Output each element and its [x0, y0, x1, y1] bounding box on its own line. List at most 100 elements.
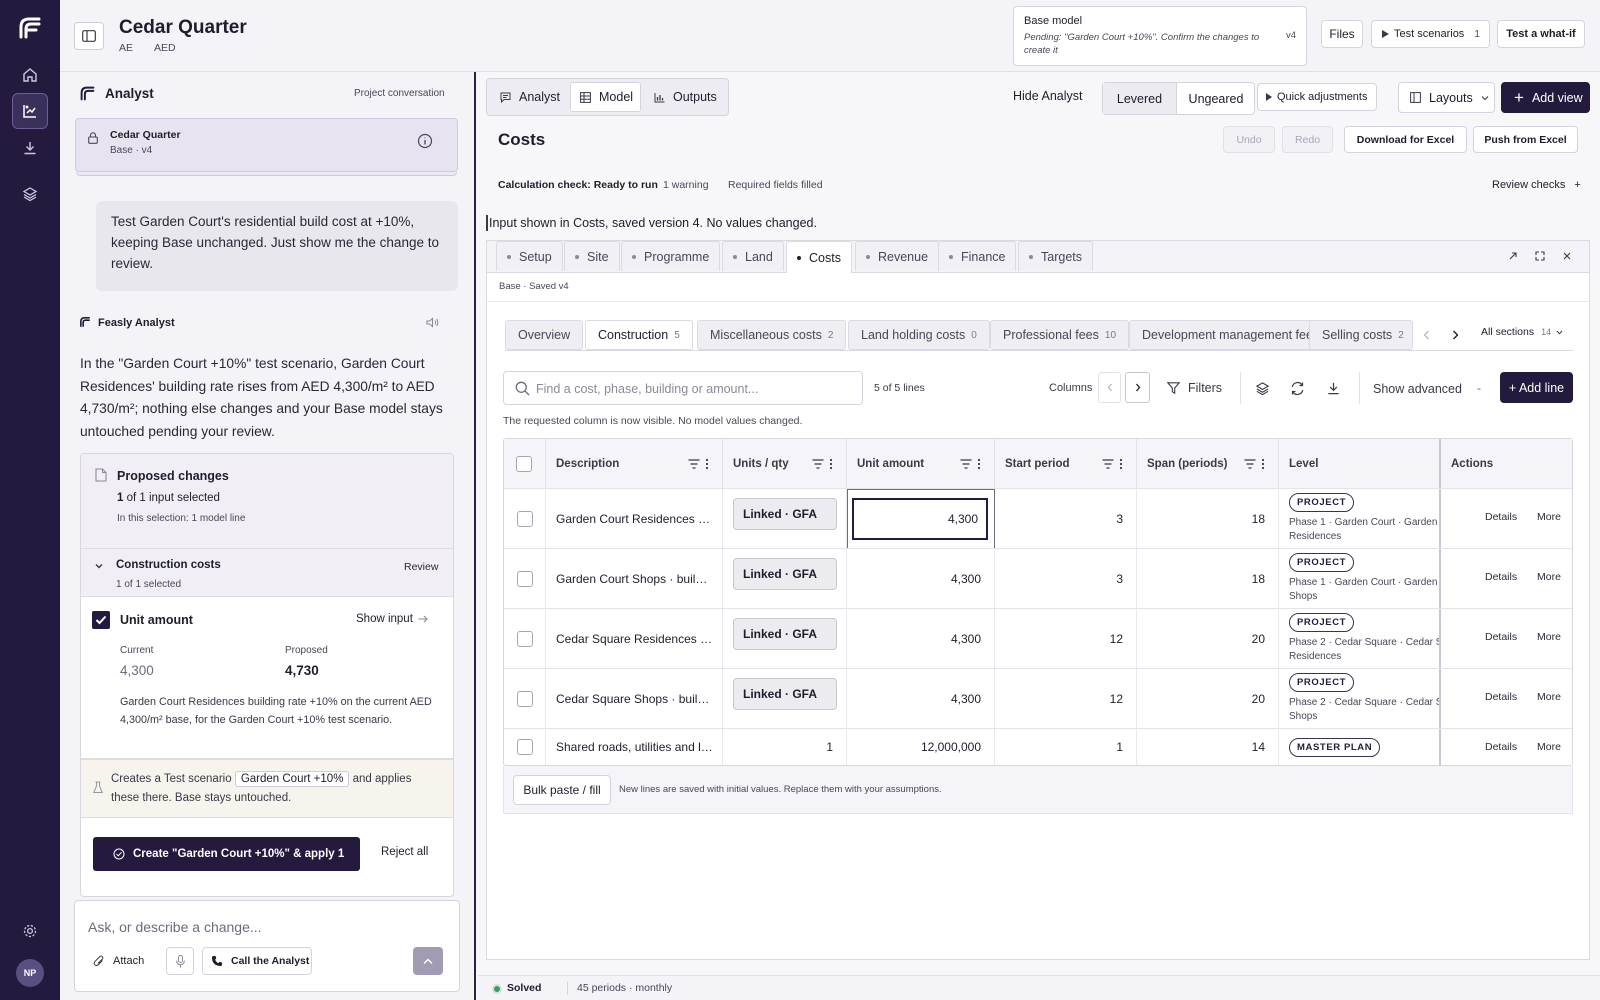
row-start-period[interactable]: 12	[995, 669, 1137, 728]
tab-analyst[interactable]: Analyst	[500, 90, 560, 104]
row-checkbox[interactable]	[516, 510, 533, 527]
hide-analyst-button[interactable]: Hide Analyst	[1013, 89, 1083, 103]
close-icon[interactable]	[1563, 252, 1571, 260]
add-view-button[interactable]: + Add view	[1501, 82, 1590, 113]
subtab-construction[interactable]: Construction 5	[585, 320, 693, 350]
table-row[interactable]: Cedar Square Residences · building Linke…	[504, 608, 1572, 668]
row-start-period[interactable]: 3	[995, 549, 1137, 608]
subtab-misc-costs[interactable]: Miscellaneous costs 2	[697, 320, 847, 350]
subtab-overview[interactable]: Overview	[505, 320, 584, 350]
tab-revenue[interactable]: Revenue	[855, 241, 940, 271]
row-unit-amount[interactable]: 4,300	[847, 609, 995, 668]
row-start-period[interactable]: 12	[995, 609, 1137, 668]
more-link[interactable]: More	[1537, 511, 1561, 523]
row-span[interactable]: 18	[1137, 549, 1279, 608]
download-excel-button[interactable]: Download for Excel	[1344, 126, 1467, 153]
details-link[interactable]: Details	[1485, 511, 1518, 523]
info-icon[interactable]	[417, 133, 433, 149]
user-avatar[interactable]: NP	[16, 959, 44, 987]
feasly-logo-icon[interactable]	[12, 10, 48, 46]
column-menu-icon[interactable]	[812, 458, 834, 470]
column-menu-icon[interactable]	[1102, 458, 1124, 470]
table-row[interactable]: Cedar Square Shops · building Linked · G…	[504, 668, 1572, 728]
tab-site[interactable]: Site	[564, 241, 620, 271]
row-description[interactable]: Garden Court Shops · building	[556, 571, 714, 586]
col-units[interactable]: Units / qty	[723, 439, 847, 488]
select-all-checkbox[interactable]	[516, 455, 532, 472]
chevron-right-icon[interactable]	[1452, 330, 1459, 340]
row-description[interactable]: Cedar Square Shops · building	[556, 691, 714, 706]
linked-units-chip[interactable]: Linked · GFA	[733, 558, 837, 590]
show-input-link[interactable]: Show input	[356, 613, 428, 625]
linked-units-chip[interactable]: Linked · GFA	[733, 498, 837, 530]
details-link[interactable]: Details	[1485, 741, 1518, 753]
base-model-card[interactable]: Base model Pending: "Garden Court +10%".…	[1013, 6, 1307, 66]
table-row[interactable]: Garden Court Residences · building Linke…	[504, 488, 1572, 549]
chevron-down-icon[interactable]	[94, 561, 104, 571]
row-unit-amount[interactable]: 12,000,000	[847, 729, 995, 765]
more-link[interactable]: More	[1537, 741, 1561, 753]
redo-button[interactable]: Redo	[1282, 126, 1333, 153]
layers-icon[interactable]	[12, 176, 48, 212]
row-span[interactable]: 18	[1137, 489, 1279, 548]
col-unit-amount[interactable]: Unit amount	[847, 439, 995, 488]
export-download-icon[interactable]	[1326, 381, 1341, 396]
pop-out-icon[interactable]	[1508, 251, 1518, 261]
review-checks-button[interactable]: Review checks +	[1492, 179, 1581, 191]
add-line-button[interactable]: + Add line	[1500, 372, 1573, 403]
row-checkbox[interactable]	[516, 570, 533, 587]
row-unit-amount[interactable]: 4,300	[847, 549, 995, 608]
test-scenarios-button[interactable]: Test scenarios 1	[1371, 20, 1490, 48]
tab-setup[interactable]: Setup	[496, 241, 563, 271]
row-checkbox[interactable]	[516, 630, 533, 647]
download-icon[interactable]	[12, 130, 48, 166]
home-icon[interactable]	[12, 57, 48, 93]
more-link[interactable]: More	[1537, 631, 1561, 643]
row-unit-amount[interactable]: 4,300	[847, 669, 995, 728]
files-button[interactable]: Files	[1321, 20, 1363, 48]
sidebar-toggle-icon[interactable]	[74, 22, 104, 50]
layouts-dropdown[interactable]: Layouts	[1398, 82, 1495, 113]
subtab-selling-costs[interactable]: Selling costs 2	[1309, 320, 1413, 350]
calc-warning[interactable]: 1 warning	[663, 179, 709, 191]
tab-targets[interactable]: Targets	[1018, 241, 1093, 271]
details-link[interactable]: Details	[1485, 691, 1518, 703]
linked-units-chip[interactable]: Linked · GFA	[733, 678, 837, 710]
send-icon[interactable]	[413, 947, 443, 975]
tab-outputs[interactable]: Outputs	[654, 90, 717, 104]
col-span[interactable]: Span (periods)	[1137, 439, 1279, 488]
levered-option[interactable]: Levered	[1103, 83, 1177, 114]
col-level[interactable]: Level	[1279, 439, 1441, 488]
push-excel-button[interactable]: Push from Excel	[1473, 126, 1578, 153]
linked-units-chip[interactable]: Linked · GFA	[733, 618, 837, 650]
row-checkbox[interactable]	[516, 690, 533, 707]
details-link[interactable]: Details	[1485, 571, 1518, 583]
subtab-dev-management[interactable]: Development management fee	[1129, 320, 1326, 350]
subtab-professional-fees[interactable]: Professional fees 10	[990, 320, 1130, 350]
table-row[interactable]: Shared roads, utilities and landscaping …	[504, 728, 1572, 765]
col-start-period[interactable]: Start period	[995, 439, 1137, 488]
row-span[interactable]: 14	[1137, 729, 1279, 765]
row-span[interactable]: 20	[1137, 609, 1279, 668]
search-input[interactable]: Find a cost, phase, building or amount..…	[503, 371, 863, 405]
settings-gear-icon[interactable]	[12, 913, 48, 949]
details-link[interactable]: Details	[1485, 631, 1518, 643]
unit-amount-checkbox[interactable]	[92, 611, 110, 629]
speaker-icon[interactable]	[426, 317, 439, 328]
tab-model[interactable]: Model	[570, 82, 641, 112]
maximize-icon[interactable]	[1535, 251, 1545, 261]
table-row[interactable]: Garden Court Shops · building Linked · G…	[504, 548, 1572, 608]
quick-adjustments-button[interactable]: Quick adjustments	[1257, 83, 1377, 111]
composer-input[interactable]: Ask, or describe a change...	[88, 919, 262, 935]
column-menu-icon[interactable]	[960, 458, 982, 470]
tab-finance[interactable]: Finance	[938, 241, 1017, 271]
row-start-period[interactable]: 3	[995, 489, 1137, 548]
model-analyst-icon[interactable]	[12, 93, 48, 129]
filters-button[interactable]: Filters	[1167, 381, 1222, 395]
all-sections-dropdown[interactable]: All sections 14	[1481, 326, 1563, 338]
columns-prev-button[interactable]	[1098, 372, 1121, 403]
create-and-apply-button[interactable]: Create "Garden Court +10%" & apply 1	[93, 837, 360, 871]
row-start-period[interactable]: 1	[995, 729, 1137, 765]
tab-costs[interactable]: Costs	[786, 241, 852, 273]
row-description[interactable]: Shared roads, utilities and landscaping	[556, 740, 714, 754]
